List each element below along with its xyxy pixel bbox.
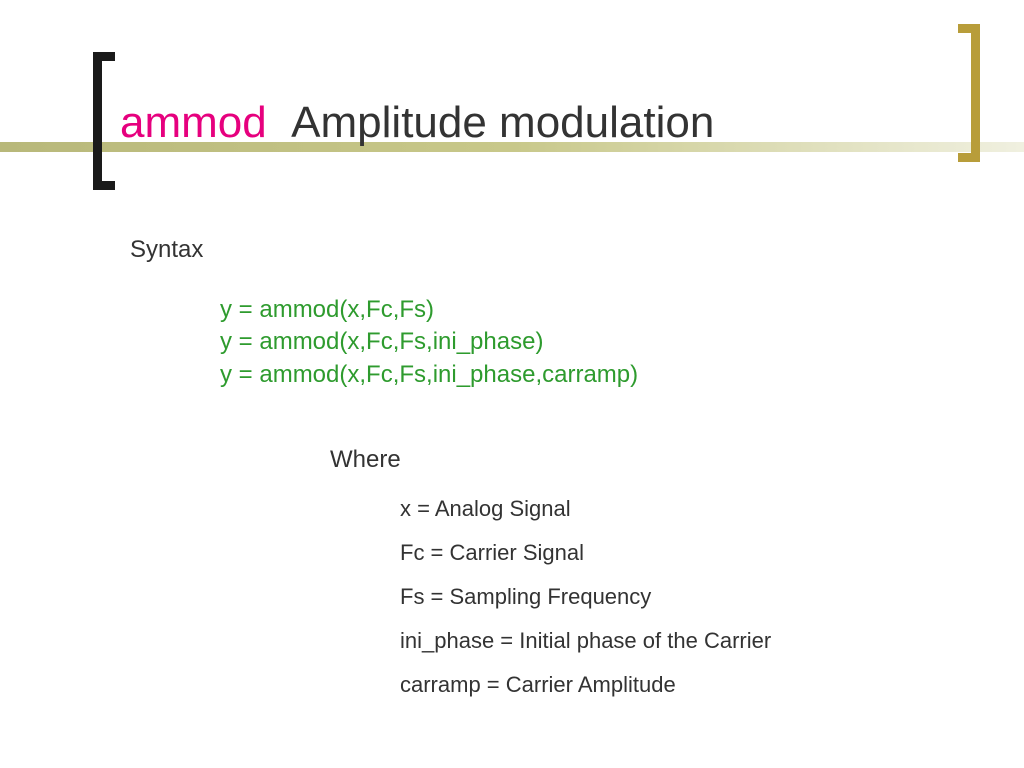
title-description: Amplitude modulation	[291, 98, 714, 147]
where-heading: Where	[330, 446, 984, 474]
bracket-left-icon	[93, 52, 115, 190]
content-area: Syntax y = ammod(x,Fc,Fs) y = ammod(x,Fc…	[130, 236, 984, 716]
page-title: ammod Amplitude modulation	[120, 98, 714, 148]
title-command: ammod	[120, 98, 267, 147]
syntax-line: y = ammod(x,Fc,Fs,ini_phase,carramp)	[220, 359, 984, 391]
definition-item: Fs = Sampling Frequency	[400, 584, 984, 610]
definition-item: ini_phase = Initial phase of the Carrier	[400, 628, 984, 654]
definition-item: Fc = Carrier Signal	[400, 540, 984, 566]
definition-item: carramp = Carrier Amplitude	[400, 672, 984, 698]
syntax-line: y = ammod(x,Fc,Fs)	[220, 294, 984, 326]
definitions-list: x = Analog Signal Fc = Carrier Signal Fs…	[400, 496, 984, 698]
syntax-block: y = ammod(x,Fc,Fs) y = ammod(x,Fc,Fs,ini…	[220, 294, 984, 391]
definition-item: x = Analog Signal	[400, 496, 984, 522]
where-block: Where x = Analog Signal Fc = Carrier Sig…	[330, 446, 984, 698]
syntax-heading: Syntax	[130, 236, 984, 264]
syntax-line: y = ammod(x,Fc,Fs,ini_phase)	[220, 326, 984, 358]
bracket-right-icon	[958, 24, 980, 162]
title-header: ammod Amplitude modulation	[0, 0, 1024, 190]
